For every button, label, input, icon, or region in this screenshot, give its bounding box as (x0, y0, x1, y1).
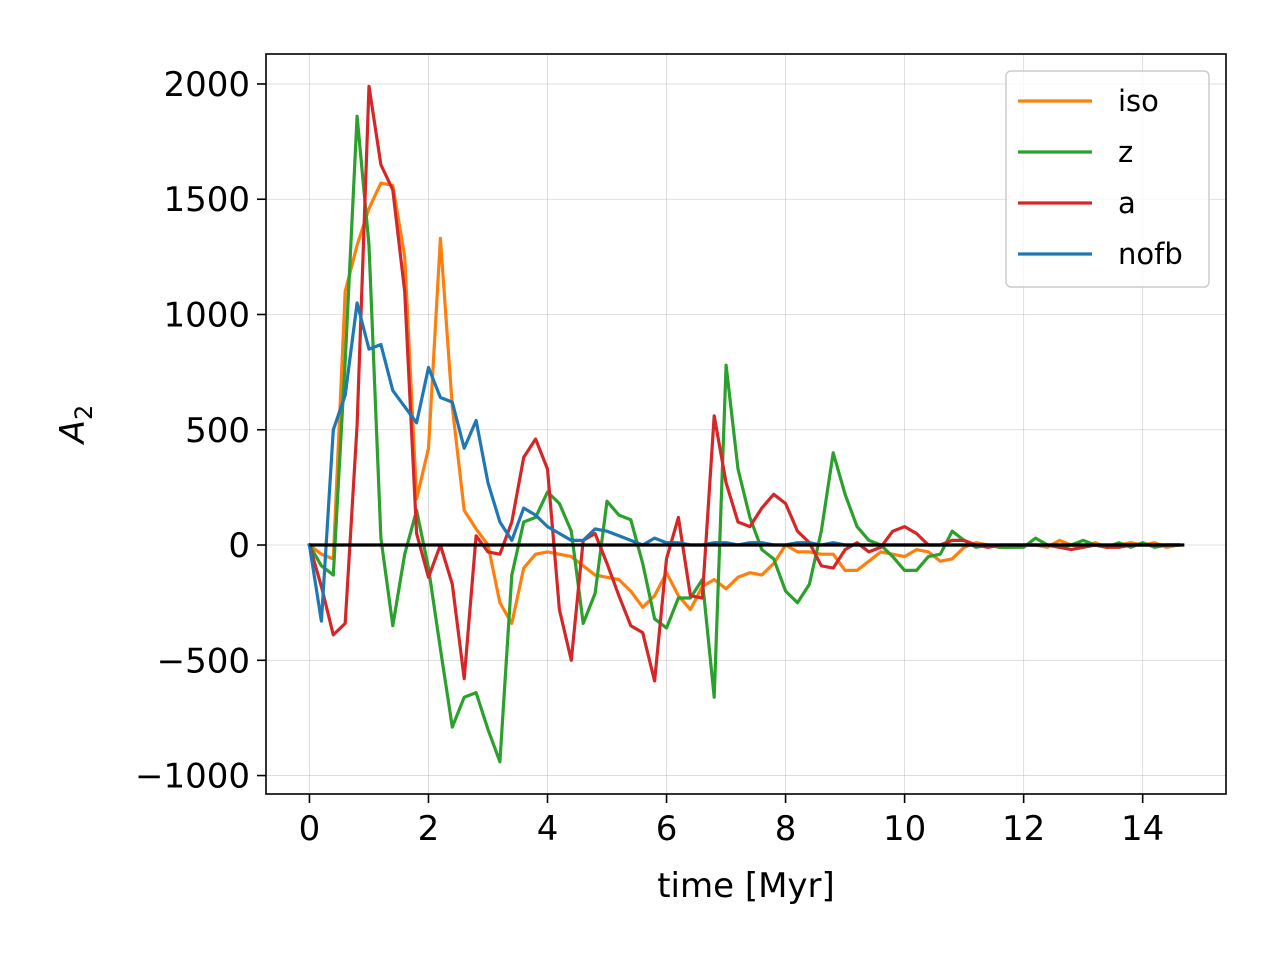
x-tick-label: 2 (418, 809, 440, 849)
x-axis-label: time [Myr] (657, 866, 835, 906)
y-tick-label: 1500 (163, 180, 250, 220)
legend: iso za nofb (1005, 70, 1210, 288)
x-tick-label: 14 (1121, 809, 1164, 849)
axis-ticks: 0 2 4 6 8 10 12 14 −1000 −500 0 500 1000 1500 2000 (135, 65, 1164, 849)
y-tick-label: 2000 (163, 65, 250, 105)
legend-label-nofb: nofb (1118, 237, 1183, 271)
y-tick-label: −500 (157, 641, 250, 681)
x-tick-label: 8 (775, 809, 797, 849)
legend-label-z: z (1118, 135, 1133, 169)
series-line-z (307, 114, 1181, 764)
x-tick-label: 12 (1002, 809, 1045, 849)
x-tick-label: 6 (656, 809, 678, 849)
legend-label-a: a (1118, 186, 1136, 220)
y-tick-label: 500 (185, 411, 250, 451)
y-tick-label: 0 (228, 526, 250, 566)
x-tick-label: 10 (883, 809, 926, 849)
plot-frame (265, 53, 1227, 795)
x-tick-label: 4 (537, 809, 559, 849)
x-tick-label: 0 (299, 809, 321, 849)
y-tick-label: 1000 (163, 295, 250, 335)
y-axis-label: A2 (53, 405, 98, 446)
legend-box (1005, 70, 1210, 288)
y-tick-label: −1000 (135, 757, 250, 797)
legend-label-iso: iso (1118, 84, 1159, 118)
